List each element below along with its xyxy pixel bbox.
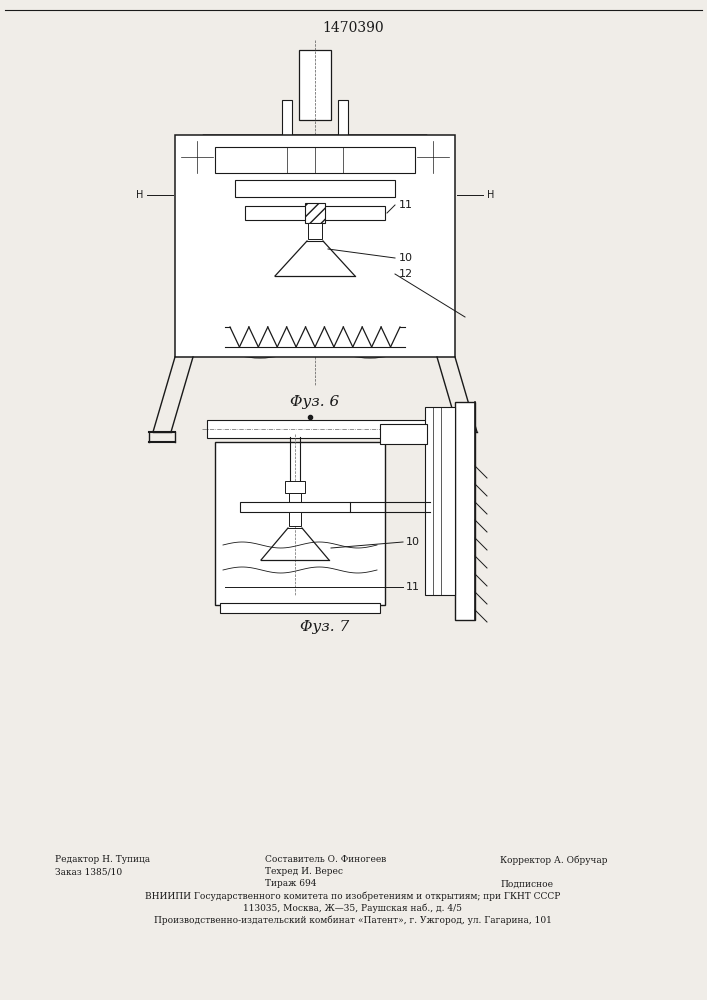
Bar [299, 50, 331, 120]
Text: ВНИИПИ Государственного комитета по изобретениям и открытиям; при ГКНТ СССР: ВНИИПИ Государственного комитета по изоб… [146, 891, 561, 901]
Circle shape [344, 204, 362, 222]
Bar [289, 493, 301, 505]
Text: H: H [487, 190, 494, 200]
Bar [289, 512, 301, 526]
Bar [175, 135, 455, 357]
Bar [282, 100, 292, 135]
Text: 11: 11 [406, 582, 420, 592]
Bar [308, 223, 322, 239]
Circle shape [268, 204, 286, 222]
Text: Составитель О. Финогеев: Составитель О. Финогеев [265, 856, 386, 864]
Text: 10: 10 [399, 253, 413, 263]
Bar [285, 481, 305, 493]
Bar [245, 206, 385, 220]
Bar [215, 442, 385, 605]
Bar [207, 420, 465, 438]
Text: 10: 10 [406, 537, 420, 547]
Bar [235, 180, 395, 197]
Text: 1470390: 1470390 [322, 21, 384, 35]
Bar [240, 502, 350, 512]
Bar [305, 203, 325, 223]
Text: Техред И. Верес: Техред И. Верес [265, 867, 343, 876]
Text: H: H [136, 190, 143, 200]
Text: Заказ 1385/10: Заказ 1385/10 [55, 867, 122, 876]
Text: 11: 11 [399, 200, 413, 210]
Text: 113035, Москва, Ж—35, Раушская наб., д. 4/5: 113035, Москва, Ж—35, Раушская наб., д. … [243, 903, 462, 913]
Text: Подписное: Подписное [500, 880, 553, 888]
Text: Корректор А. Обручар: Корректор А. Обручар [500, 855, 607, 865]
Text: Тираж 694: Тираж 694 [265, 880, 317, 888]
Text: Φуз. 7: Φуз. 7 [300, 620, 350, 634]
Text: Редактор Н. Тупица: Редактор Н. Тупица [55, 856, 150, 864]
Text: Φуз. 6: Φуз. 6 [291, 395, 339, 409]
Bar [220, 603, 380, 613]
Bar [380, 424, 427, 444]
Bar [455, 402, 475, 620]
Text: 12: 12 [399, 269, 413, 279]
Bar [215, 147, 415, 173]
Bar [425, 407, 455, 595]
Text: Производственно-издательский комбинат «Патент», г. Ужгород, ул. Гагарина, 101: Производственно-издательский комбинат «П… [154, 915, 552, 925]
Bar [338, 100, 348, 135]
